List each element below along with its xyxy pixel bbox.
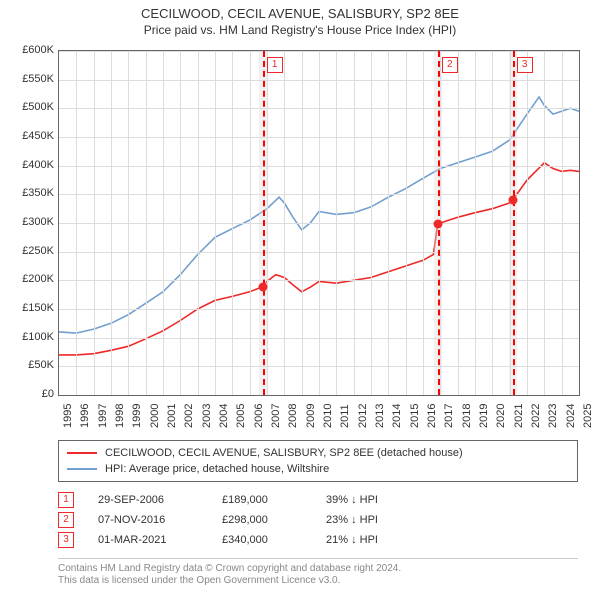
x-tick-label: 2017 (443, 404, 455, 428)
x-tick-label: 2019 (478, 404, 490, 428)
marker-badge: 2 (442, 57, 458, 73)
legend: CECILWOOD, CECIL AVENUE, SALISBURY, SP2 … (58, 440, 578, 482)
title-subtitle: Price paid vs. HM Land Registry's House … (0, 23, 600, 37)
x-tick-label: 2016 (426, 404, 438, 428)
x-tick-label: 2011 (339, 404, 351, 428)
y-tick-label: £50K (4, 359, 54, 371)
transaction-date: 07-NOV-2016 (98, 514, 198, 526)
y-tick-label: £500K (4, 101, 54, 113)
legend-swatch (67, 468, 97, 470)
y-tick-label: £200K (4, 273, 54, 285)
transaction-date: 01-MAR-2021 (98, 534, 198, 546)
transaction-date: 29-SEP-2006 (98, 494, 198, 506)
x-tick-label: 2006 (253, 404, 265, 428)
x-tick-label: 2022 (530, 404, 542, 428)
legend-swatch (67, 452, 97, 454)
y-tick-label: £350K (4, 187, 54, 199)
title-address: CECILWOOD, CECIL AVENUE, SALISBURY, SP2 … (0, 6, 600, 21)
x-tick-label: 2010 (322, 404, 334, 428)
x-tick-label: 2009 (305, 404, 317, 428)
x-tick-label: 2021 (513, 404, 525, 428)
transaction-row: 1 29-SEP-2006 £189,000 39% ↓ HPI (58, 490, 578, 510)
transaction-badge: 2 (58, 512, 74, 528)
x-tick-label: 2003 (201, 404, 213, 428)
x-tick-label: 2025 (582, 404, 594, 428)
y-tick-label: £100K (4, 331, 54, 343)
legend-label: HPI: Average price, detached house, Wilt… (105, 463, 329, 475)
y-tick-label: £300K (4, 216, 54, 228)
x-tick-label: 2008 (287, 404, 299, 428)
x-tick-label: 1996 (79, 404, 91, 428)
y-tick-label: £400K (4, 159, 54, 171)
x-tick-label: 2004 (218, 404, 230, 428)
marker-dot (258, 282, 267, 291)
chart-title: CECILWOOD, CECIL AVENUE, SALISBURY, SP2 … (0, 0, 600, 37)
transaction-diff: 39% ↓ HPI (326, 494, 426, 506)
x-tick-label: 1999 (131, 404, 143, 428)
attribution: Contains HM Land Registry data © Crown c… (58, 558, 578, 587)
legend-label: CECILWOOD, CECIL AVENUE, SALISBURY, SP2 … (105, 447, 463, 459)
x-tick-label: 2005 (235, 404, 247, 428)
transaction-row: 3 01-MAR-2021 £340,000 21% ↓ HPI (58, 530, 578, 550)
x-tick-label: 2014 (391, 404, 403, 428)
chart-container: CECILWOOD, CECIL AVENUE, SALISBURY, SP2 … (0, 0, 600, 590)
transaction-price: £189,000 (222, 494, 302, 506)
x-tick-label: 2013 (374, 404, 386, 428)
x-tick-label: 1997 (97, 404, 109, 428)
y-tick-label: £550K (4, 73, 54, 85)
y-tick-label: £450K (4, 130, 54, 142)
y-tick-label: £600K (4, 44, 54, 56)
x-tick-label: 1995 (62, 404, 74, 428)
transaction-diff: 21% ↓ HPI (326, 534, 426, 546)
x-tick-label: 2023 (547, 404, 559, 428)
attribution-line: This data is licensed under the Open Gov… (58, 575, 578, 587)
x-tick-label: 2007 (270, 404, 282, 428)
transaction-diff: 23% ↓ HPI (326, 514, 426, 526)
legend-item: CECILWOOD, CECIL AVENUE, SALISBURY, SP2 … (67, 445, 569, 461)
transaction-row: 2 07-NOV-2016 £298,000 23% ↓ HPI (58, 510, 578, 530)
marker-badge: 1 (267, 57, 283, 73)
transaction-list: 1 29-SEP-2006 £189,000 39% ↓ HPI 2 07-NO… (58, 490, 578, 550)
x-tick-label: 2000 (149, 404, 161, 428)
attribution-line: Contains HM Land Registry data © Crown c… (58, 563, 578, 575)
marker-dot (508, 196, 517, 205)
y-tick-label: £0 (4, 388, 54, 400)
x-tick-label: 2020 (495, 404, 507, 428)
y-tick-label: £150K (4, 302, 54, 314)
transaction-badge: 1 (58, 492, 74, 508)
x-tick-label: 2018 (461, 404, 473, 428)
transaction-badge: 3 (58, 532, 74, 548)
legend-item: HPI: Average price, detached house, Wilt… (67, 461, 569, 477)
x-tick-label: 2001 (166, 404, 178, 428)
x-tick-label: 1998 (114, 404, 126, 428)
transaction-price: £340,000 (222, 534, 302, 546)
y-tick-label: £250K (4, 245, 54, 257)
x-tick-label: 2002 (183, 404, 195, 428)
marker-dot (433, 220, 442, 229)
transaction-price: £298,000 (222, 514, 302, 526)
x-tick-label: 2024 (565, 404, 577, 428)
marker-badge: 3 (517, 57, 533, 73)
x-tick-label: 2015 (409, 404, 421, 428)
x-tick-label: 2012 (357, 404, 369, 428)
plot-area: 1 2 3 (58, 50, 580, 396)
